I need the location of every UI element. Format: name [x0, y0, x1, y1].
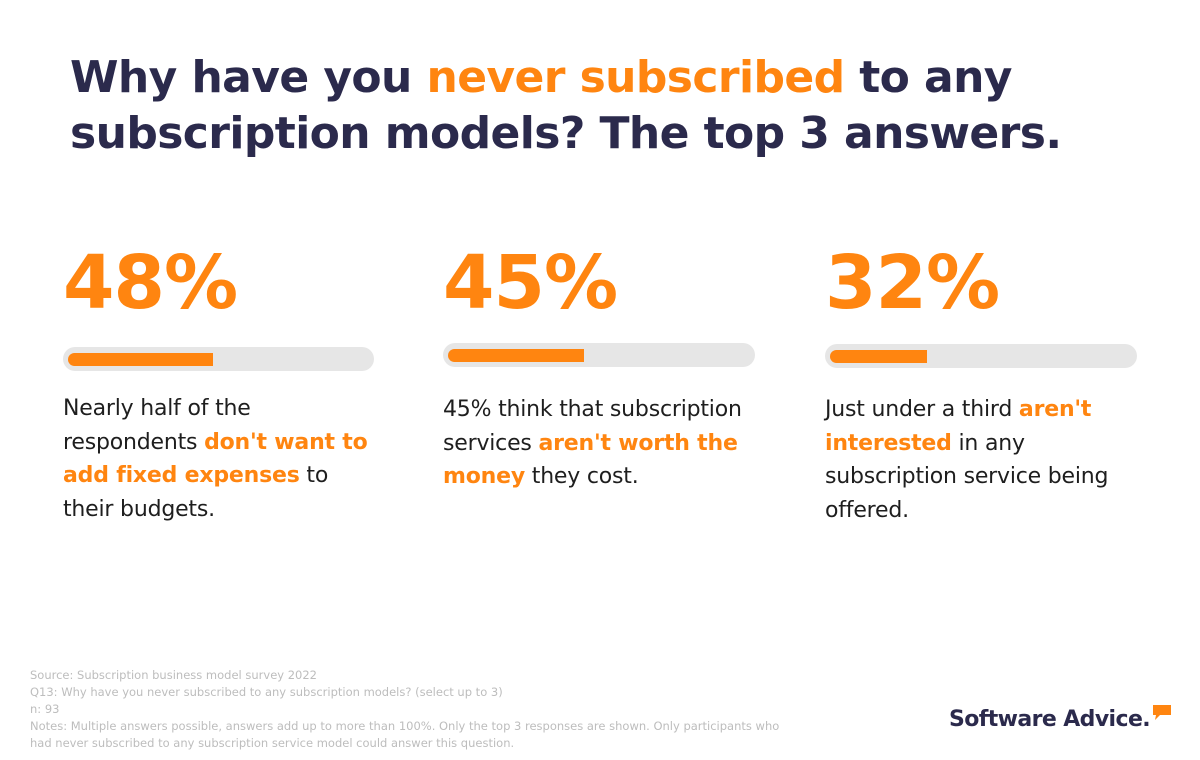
progress-track [825, 344, 1137, 368]
title-part2: to any subscription models? The top 3 an… [70, 52, 1062, 159]
speech-bubble-icon [1153, 705, 1171, 720]
progress-fill [830, 350, 927, 363]
desc-text: Nearly half of the respondents [63, 396, 251, 455]
title-part1: Why have you [70, 52, 427, 103]
desc-highlight: don't want to add fixed expenses [63, 429, 368, 489]
page-title: Why have you never subscribed to any sub… [70, 50, 1150, 162]
desc-highlight: aren't worth the money [443, 430, 738, 490]
logo-text: Software Advice. [949, 707, 1151, 732]
stat-card-1: 48% Nearly half of the respondents don't… [63, 238, 383, 522]
desc-text: to their budgets. [63, 463, 329, 522]
footer-source: Source: Subscription business model surv… [30, 668, 317, 682]
stat-description: Nearly half of the respondents don't wan… [63, 392, 383, 526]
stat-card-2: 45% 45% think that subscription services… [443, 238, 763, 489]
stat-value: 45% [443, 240, 618, 326]
title-highlight: never subscribed [426, 52, 845, 103]
stat-description: 45% think that subscription services are… [443, 393, 763, 494]
footer-notes-line2: had never subscribed to any subscription… [30, 736, 515, 750]
progress-track [63, 347, 374, 371]
desc-text: they cost. [524, 464, 639, 489]
footer-notes-line1: Notes: Multiple answers possible, answer… [30, 719, 780, 733]
stat-description: Just under a third aren't interested in … [825, 393, 1145, 527]
footer-question: Q13: Why have you never subscribed to an… [30, 685, 503, 699]
progress-fill [448, 349, 584, 362]
progress-track [443, 343, 755, 367]
desc-highlight: aren't interested [825, 397, 1092, 456]
footer-sample-size: n: 93 [30, 702, 60, 716]
progress-fill [68, 353, 213, 366]
footer-notes: Source: Subscription business model surv… [30, 667, 910, 752]
desc-text: Just under a third [825, 397, 1019, 422]
desc-text: 45% think that subscription services [443, 397, 742, 456]
desc-text: in any subscription service being offere… [825, 430, 1109, 523]
stat-card-3: 32% Just under a third aren't interested… [825, 238, 1145, 523]
software-advice-logo: Software Advice. [949, 702, 1179, 742]
stat-value: 48% [63, 240, 238, 326]
stat-value: 32% [825, 240, 1000, 326]
